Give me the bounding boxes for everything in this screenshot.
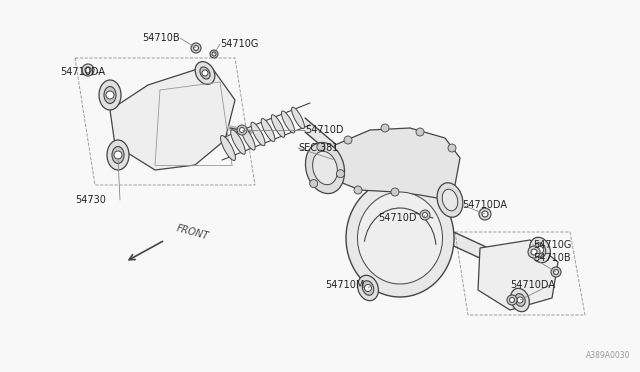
- Text: 54730: 54730: [75, 195, 106, 205]
- Ellipse shape: [112, 147, 124, 164]
- Circle shape: [479, 208, 491, 220]
- Ellipse shape: [241, 126, 255, 150]
- Circle shape: [106, 91, 114, 99]
- Ellipse shape: [292, 107, 305, 129]
- Polygon shape: [478, 240, 558, 310]
- Ellipse shape: [312, 151, 337, 185]
- Ellipse shape: [346, 179, 454, 297]
- Polygon shape: [445, 228, 510, 272]
- Circle shape: [391, 188, 399, 196]
- Circle shape: [344, 136, 352, 144]
- Text: 54710M: 54710M: [325, 280, 364, 290]
- Text: 54710G: 54710G: [533, 240, 572, 250]
- Ellipse shape: [261, 119, 275, 141]
- Text: 54710D: 54710D: [378, 213, 417, 223]
- Circle shape: [191, 43, 201, 53]
- Circle shape: [193, 45, 198, 51]
- Ellipse shape: [104, 87, 116, 103]
- Ellipse shape: [358, 192, 442, 284]
- Ellipse shape: [437, 183, 463, 217]
- Circle shape: [448, 144, 456, 152]
- Text: 54710DA: 54710DA: [462, 200, 507, 210]
- Polygon shape: [305, 118, 395, 208]
- Circle shape: [85, 67, 91, 73]
- Ellipse shape: [195, 62, 215, 84]
- Circle shape: [507, 295, 517, 305]
- Ellipse shape: [515, 294, 525, 307]
- Text: 54710D: 54710D: [305, 125, 344, 135]
- Text: 54710DA: 54710DA: [510, 280, 555, 290]
- Text: SEC.381: SEC.381: [298, 143, 339, 153]
- Circle shape: [422, 212, 428, 218]
- Circle shape: [237, 125, 247, 135]
- Circle shape: [310, 180, 317, 187]
- Ellipse shape: [282, 111, 294, 133]
- Circle shape: [416, 128, 424, 136]
- Polygon shape: [325, 128, 460, 200]
- Circle shape: [554, 269, 559, 275]
- Circle shape: [212, 52, 216, 56]
- Circle shape: [531, 249, 537, 255]
- Circle shape: [420, 210, 430, 220]
- Text: A389A0030: A389A0030: [586, 351, 630, 360]
- Circle shape: [365, 285, 371, 292]
- Circle shape: [551, 267, 561, 277]
- Text: 54710B: 54710B: [142, 33, 180, 43]
- Ellipse shape: [200, 67, 210, 79]
- Ellipse shape: [271, 115, 285, 137]
- Ellipse shape: [107, 140, 129, 170]
- Ellipse shape: [305, 142, 344, 193]
- Ellipse shape: [511, 288, 529, 312]
- Ellipse shape: [358, 275, 378, 301]
- Text: 54710B: 54710B: [533, 253, 571, 263]
- Circle shape: [354, 186, 362, 194]
- Circle shape: [381, 124, 389, 132]
- Ellipse shape: [251, 122, 265, 146]
- Circle shape: [536, 247, 543, 253]
- Text: 54710G: 54710G: [220, 39, 259, 49]
- Ellipse shape: [230, 130, 245, 154]
- Ellipse shape: [362, 281, 374, 295]
- Ellipse shape: [221, 135, 236, 160]
- Circle shape: [337, 170, 344, 178]
- Circle shape: [239, 128, 244, 132]
- Circle shape: [517, 297, 523, 303]
- Circle shape: [509, 298, 515, 302]
- Ellipse shape: [534, 243, 546, 257]
- Text: 54710DA: 54710DA: [60, 67, 105, 77]
- Circle shape: [528, 246, 540, 258]
- Ellipse shape: [99, 80, 121, 110]
- Ellipse shape: [442, 189, 458, 211]
- Ellipse shape: [530, 237, 550, 263]
- Circle shape: [114, 151, 122, 159]
- Polygon shape: [110, 65, 235, 170]
- Text: FRONT: FRONT: [175, 223, 210, 241]
- Circle shape: [317, 143, 325, 151]
- Circle shape: [210, 50, 218, 58]
- Circle shape: [82, 64, 94, 76]
- Circle shape: [202, 70, 208, 76]
- Circle shape: [482, 211, 488, 217]
